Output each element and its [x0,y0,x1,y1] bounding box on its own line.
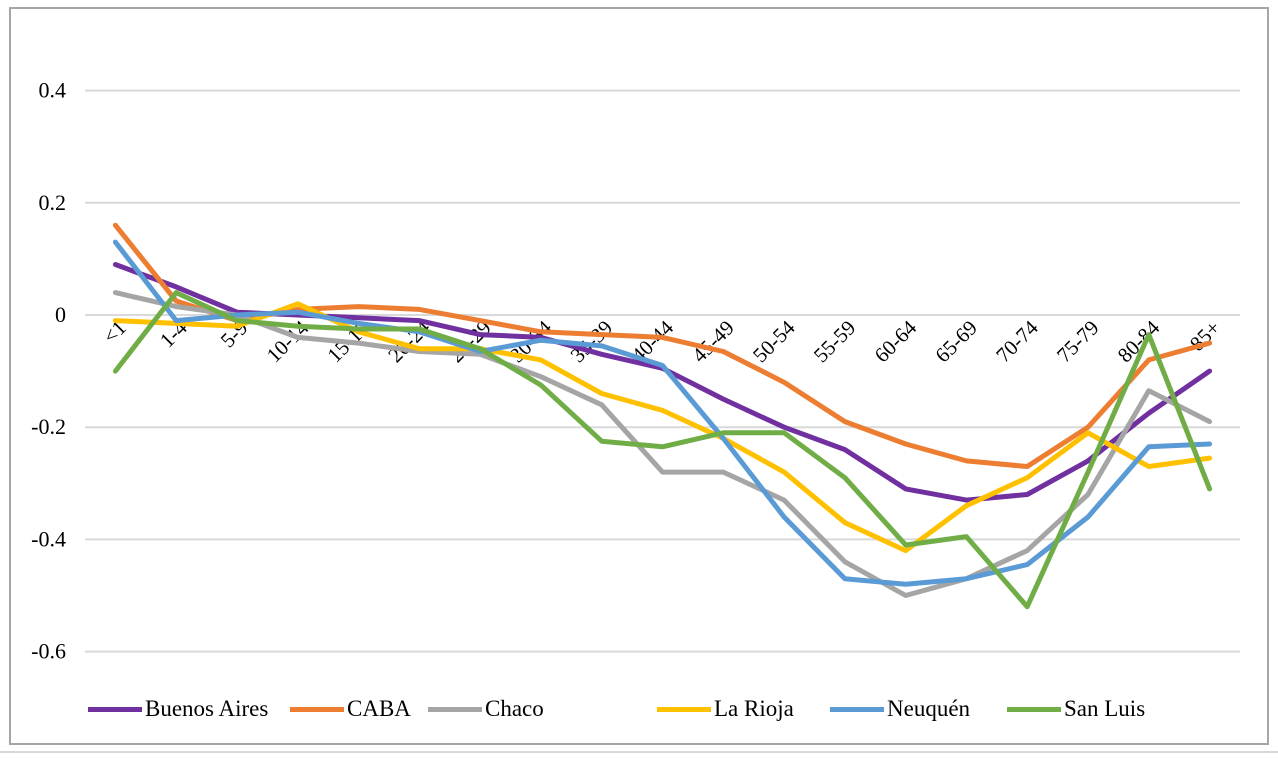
y-tick-label: 0.2 [39,190,67,215]
legend-swatch-icon [428,706,482,712]
bottom-edge-line [0,751,1278,753]
legend-item-buenos-aires: Buenos Aires [88,694,268,724]
x-tick-label: 45-49 [687,316,739,368]
chart-frame [9,7,1269,745]
legend-item-neuquén: Neuquén [830,694,970,724]
legend-label: La Rioja [714,696,794,721]
chart-legend: Buenos Aires CABA Chaco La Rioja Neuquén San … [0,694,1278,724]
y-tick-label: -0.4 [31,526,66,551]
x-tick-label: 55-59 [809,316,861,368]
series-line-caba [112,222,1213,469]
legend-swatch-icon [657,706,711,712]
y-tick-label: 0.4 [39,78,67,103]
legend-swatch-icon [1007,706,1061,712]
legend-item-caba: CABA [290,694,411,724]
x-tick-label: 65-69 [930,316,982,368]
x-tick-label: 50-54 [748,315,800,367]
series-line-la-rioja [112,301,1213,554]
legend-label: San Luis [1064,696,1146,721]
legend-label: Neuquén [887,696,971,721]
legend-label: Chaco [485,696,544,721]
legend-swatch-icon [830,706,884,712]
legend-item-la-rioja: La Rioja [657,694,794,724]
x-tick-label: 75-79 [1052,316,1104,368]
y-tick-label: -0.6 [31,639,66,664]
legend-label: Buenos Aires [145,696,269,721]
x-tick-label: 60-64 [870,315,922,367]
y-tick-label: -0.2 [31,414,66,439]
legend-item-san-luis: San Luis [1007,694,1145,724]
legend-item-chaco: Chaco [428,694,544,724]
legend-swatch-icon [290,706,344,712]
y-tick-label: 0 [55,302,66,327]
x-tick-label: 70-74 [991,315,1043,367]
legend-swatch-icon [88,706,142,712]
series-line-chaco [112,290,1213,598]
legend-label: CABA [347,696,411,721]
series-line-neuquén [112,239,1213,587]
series-line-san-luis [112,290,1213,610]
